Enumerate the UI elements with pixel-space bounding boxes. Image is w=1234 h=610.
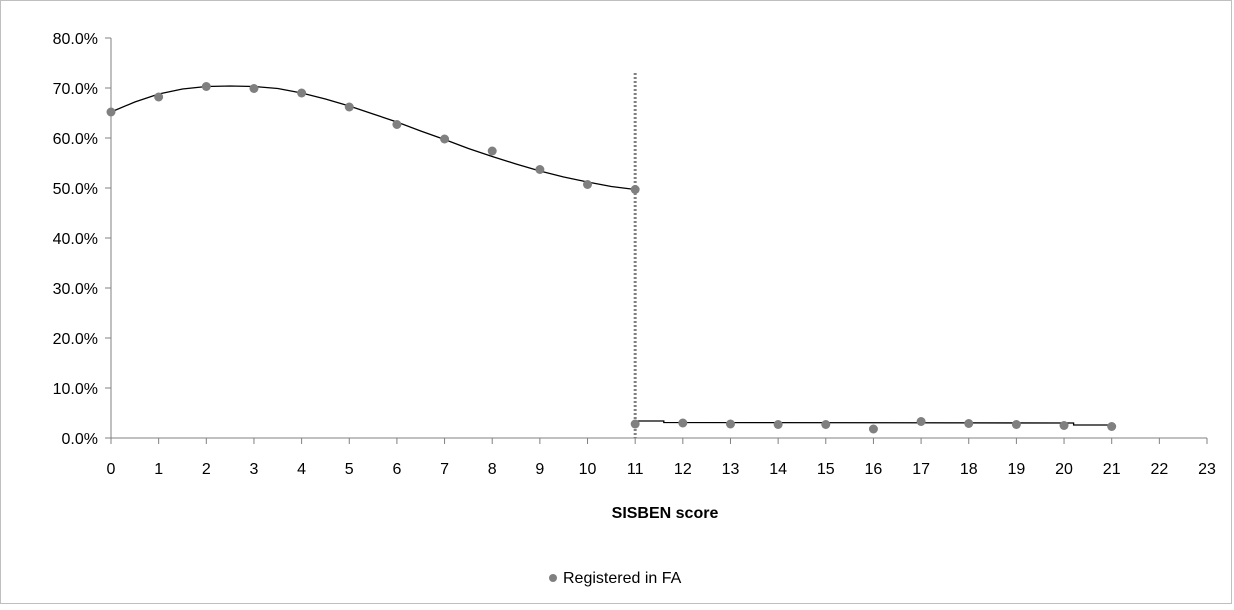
- x-tick-label: 23: [1198, 461, 1216, 478]
- x-axis: 0 1 2 3 4 5 6 7 8 9 10 11 12 13 14 15 16 17 18 19 20 21 22 23: [107, 437, 1216, 478]
- x-tick-label: 5: [345, 461, 354, 478]
- x-tick-label: 15: [817, 461, 835, 478]
- data-point: [392, 120, 402, 129]
- x-tick-label: 14: [769, 461, 787, 478]
- data-point: [535, 165, 545, 174]
- y-tick-label: 0.0%: [62, 431, 98, 448]
- x-tick-label: 10: [579, 461, 597, 478]
- x-tick-label: 16: [865, 461, 883, 478]
- data-point: [678, 418, 688, 428]
- x-axis-title: SISBEN score: [612, 505, 719, 522]
- data-point: [725, 419, 735, 429]
- x-tick-label: 8: [488, 461, 497, 478]
- x-tick-label: 0: [107, 461, 116, 478]
- y-tick-label: 20.0%: [53, 331, 98, 348]
- x-tick-label: 11: [627, 461, 644, 478]
- data-point: [487, 146, 497, 156]
- y-tick-label: 60.0%: [53, 131, 98, 148]
- data-point: [249, 84, 259, 93]
- fit-lines: [110, 85, 1112, 426]
- data-point: [106, 107, 116, 117]
- data-point: [1059, 421, 1069, 430]
- y-axis: 0.0% 10.0% 20.0% 30.0% 40.0% 50.0% 60.0% 70.0% 8…: [53, 31, 112, 448]
- x-tick-label: 6: [392, 461, 401, 478]
- x-tick-label: 12: [674, 461, 692, 478]
- y-tick-label: 50.0%: [53, 181, 98, 198]
- fit-line: [635, 420, 1112, 426]
- data-point: [630, 419, 640, 429]
- legend-label: Registered in FA: [563, 570, 682, 587]
- data-point: [964, 419, 974, 428]
- data-point: [154, 92, 164, 102]
- x-tick-label: 18: [960, 461, 978, 478]
- y-tick-label: 40.0%: [53, 231, 98, 248]
- data-points: [106, 82, 1117, 434]
- y-tick-label: 10.0%: [53, 381, 98, 398]
- data-point: [297, 88, 307, 98]
- data-point: [201, 82, 211, 91]
- x-tick-label: 22: [1150, 461, 1168, 478]
- x-tick-label: 21: [1103, 461, 1121, 478]
- x-tick-label: 2: [202, 461, 211, 478]
- x-tick-label: 3: [250, 461, 259, 478]
- x-tick-label: 19: [1007, 461, 1025, 478]
- data-point: [821, 420, 831, 429]
- y-tick-label: 30.0%: [53, 281, 98, 298]
- data-point: [916, 417, 926, 426]
- data-point: [344, 102, 354, 112]
- x-tick-label: 7: [440, 461, 449, 478]
- data-point: [1011, 420, 1021, 429]
- data-point: [773, 420, 783, 429]
- data-point: [630, 185, 640, 194]
- x-tick-label: 20: [1055, 461, 1073, 478]
- x-tick-label: 9: [535, 461, 544, 478]
- y-tick-label: 70.0%: [53, 81, 98, 98]
- fit-line: [110, 85, 636, 191]
- data-point: [583, 180, 593, 189]
- legend: Registered in FA: [549, 570, 682, 587]
- x-tick-label: 13: [722, 461, 740, 478]
- y-tick-label: 80.0%: [53, 31, 98, 48]
- data-point: [868, 424, 878, 434]
- legend-marker: [549, 574, 557, 582]
- data-point: [1107, 422, 1117, 431]
- x-tick-label: 17: [912, 461, 930, 478]
- data-point: [440, 134, 450, 144]
- x-tick-label: 1: [154, 461, 163, 478]
- x-tick-label: 4: [297, 461, 306, 478]
